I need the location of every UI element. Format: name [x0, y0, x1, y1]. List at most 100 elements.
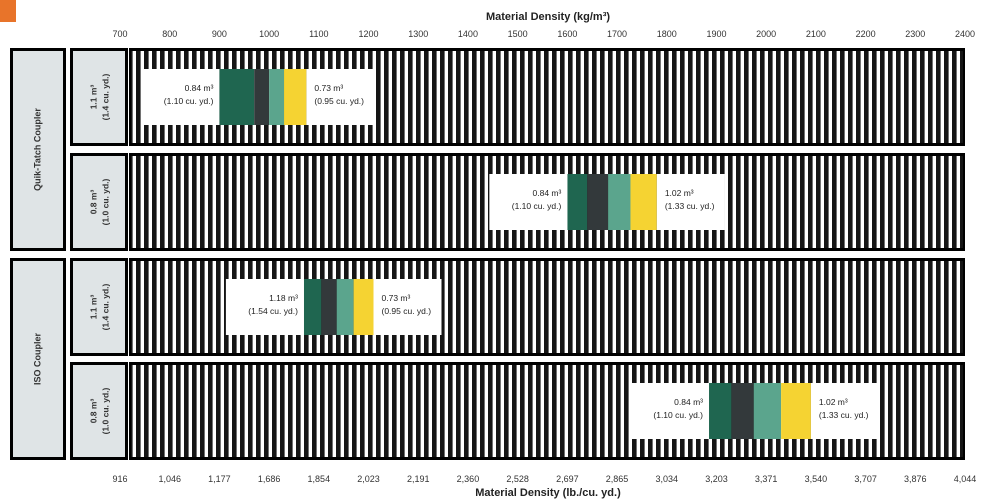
top-tick-label: 1600 — [557, 29, 577, 39]
group-label: Quik-Tatch Coupler — [32, 108, 42, 191]
top-tick-label: 1100 — [309, 29, 328, 39]
top-tick-label: 1300 — [408, 29, 428, 39]
left-label-imperial: (1.10 cu. yd.) — [653, 410, 703, 420]
bucket-capacity-imperial: (1.0 cu. yd.) — [100, 387, 110, 434]
left-label-box — [225, 279, 304, 335]
bucket-capacity-metric: 1.1 m³ — [88, 85, 98, 110]
left-label-imperial: (1.10 cu. yd.) — [164, 96, 214, 106]
top-tick-label: 800 — [162, 29, 177, 39]
bottom-tick-label: 3,371 — [755, 474, 778, 484]
chart-row: 0.8 m³ (1.0 cu. yd.) 0.84 m³ (1.10 cu. yd.)… — [70, 153, 965, 251]
bottom-axis-ticks: 916 1,046 1,177 1,686 1,854 2,023 2,191 2,360 2,… — [112, 474, 976, 484]
group-label: ISO Coupler — [32, 333, 42, 386]
right-label-box — [656, 174, 725, 230]
bottom-axis-title: Material Density (lb./cu. yd.) — [475, 487, 621, 499]
right-label-metric: 1.02 m³ — [665, 188, 694, 198]
top-tick-label: 2100 — [806, 29, 826, 39]
bottom-tick-label: 2,697 — [556, 474, 579, 484]
bottom-tick-label: 1,046 — [158, 474, 181, 484]
top-tick-label: 2300 — [905, 29, 925, 39]
group-panels: Quik-Tatch Coupler ISO Coupler — [10, 48, 66, 460]
density-segment — [630, 174, 657, 230]
chart-row: 1.1 m³ (1.4 cu. yd.) 0.84 m³ (1.10 cu. yd.)… — [70, 48, 965, 146]
right-label-metric: 0.73 m³ — [314, 83, 343, 93]
bottom-tick-label: 2,865 — [606, 474, 629, 484]
top-tick-label: 1000 — [259, 29, 279, 39]
bottom-tick-label: 1,854 — [308, 474, 331, 484]
right-label-imperial: (0.95 cu. yd.) — [382, 306, 432, 316]
left-label-box — [489, 174, 568, 230]
left-label-metric: 0.84 m³ — [533, 188, 562, 198]
bottom-tick-label: 4,044 — [954, 474, 977, 484]
chart-rows: 1.1 m³ (1.4 cu. yd.) 0.84 m³(1.10 cu. yd.)… — [70, 48, 965, 460]
bottom-tick-label: 2,528 — [506, 474, 529, 484]
top-tick-label: 1800 — [657, 29, 677, 39]
bottom-tick-label: 2,360 — [457, 474, 480, 484]
bottom-tick-label: 2,023 — [357, 474, 380, 484]
density-segment — [709, 383, 732, 439]
right-label-box — [306, 69, 375, 125]
bucket-capacity-metric: 0.8 m³ — [88, 399, 98, 424]
top-axis-title: Material Density (kg/m³) — [486, 11, 610, 23]
density-segment — [303, 279, 322, 335]
right-label-metric: 1.02 m³ — [819, 397, 848, 407]
density-segment — [567, 174, 588, 230]
bucket-capacity-metric: 0.8 m³ — [88, 190, 98, 215]
left-label-metric: 1.18 m³ — [269, 293, 298, 303]
bottom-tick-label: 916 — [112, 474, 127, 484]
density-segment — [608, 174, 631, 230]
density-segment — [587, 174, 609, 230]
density-segment — [353, 279, 374, 335]
bottom-tick-label: 3,707 — [854, 474, 877, 484]
bucket-panel — [73, 261, 125, 353]
left-label-box — [631, 383, 710, 439]
top-tick-label: 900 — [212, 29, 227, 39]
top-tick-label: 1700 — [607, 29, 627, 39]
top-tick-label: 1200 — [359, 29, 379, 39]
right-label-box — [373, 279, 442, 335]
left-label-metric: 0.84 m³ — [674, 397, 703, 407]
top-tick-label: 1900 — [706, 29, 726, 39]
density-segment — [336, 279, 354, 335]
bucket-capacity-imperial: (1.4 cu. yd.) — [100, 283, 110, 330]
bucket-capacity-metric: 1.1 m³ — [88, 295, 98, 320]
bucket-panel — [73, 156, 125, 248]
right-label-metric: 0.73 m³ — [382, 293, 411, 303]
bucket-panel — [73, 365, 125, 457]
density-segment — [781, 383, 811, 439]
bottom-tick-label: 3,540 — [805, 474, 828, 484]
density-segment — [321, 279, 337, 335]
bottom-tick-label: 1,686 — [258, 474, 281, 484]
corner-accent — [0, 0, 16, 22]
bucket-capacity-imperial: (1.0 cu. yd.) — [100, 178, 110, 225]
bottom-tick-label: 2,191 — [407, 474, 430, 484]
bottom-tick-label: 3,203 — [705, 474, 728, 484]
top-tick-label: 1500 — [508, 29, 528, 39]
right-label-box — [810, 383, 879, 439]
left-label-imperial: (1.10 cu. yd.) — [512, 201, 562, 211]
density-segment — [731, 383, 754, 439]
right-label-imperial: (1.33 cu. yd.) — [819, 410, 869, 420]
left-label-metric: 0.84 m³ — [185, 83, 214, 93]
right-label-imperial: (1.33 cu. yd.) — [665, 201, 715, 211]
top-axis-ticks: 700 800 900 1000 1100 1200 1300 1400 1500 1600 170… — [112, 29, 975, 39]
top-tick-label: 700 — [112, 29, 127, 39]
density-segment — [269, 69, 285, 125]
bottom-tick-label: 3,876 — [904, 474, 927, 484]
group-panel — [13, 261, 63, 457]
top-tick-label: 2200 — [856, 29, 876, 39]
top-tick-label: 2000 — [756, 29, 776, 39]
top-tick-label: 2400 — [955, 29, 975, 39]
top-tick-label: 1400 — [458, 29, 478, 39]
left-label-imperial: (1.54 cu. yd.) — [248, 306, 298, 316]
chart-row: 0.8 m³ (1.0 cu. yd.) 0.84 m³ (1.10 cu. yd.)… — [70, 362, 965, 460]
bucket-capacity-imperial: (1.4 cu. yd.) — [100, 73, 110, 120]
density-segment — [753, 383, 782, 439]
bucket-panel — [73, 51, 125, 143]
density-segment — [254, 69, 270, 125]
bottom-tick-label: 1,177 — [208, 474, 231, 484]
group-panel — [13, 51, 63, 248]
chart-row: 1.1 m³ (1.4 cu. yd.) 1.18 m³ (1.54 cu. yd.)… — [70, 258, 965, 356]
density-segment — [219, 69, 255, 125]
